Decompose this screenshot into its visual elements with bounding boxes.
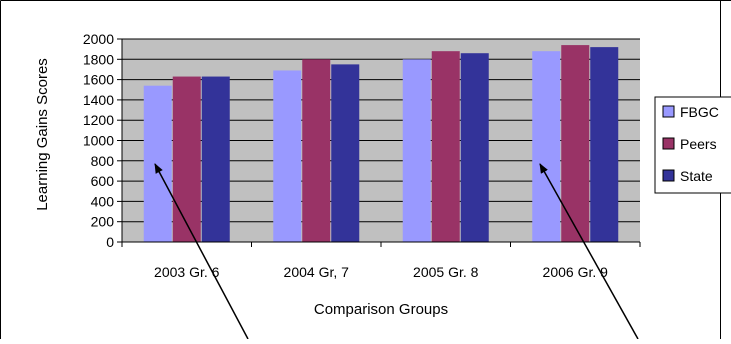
y-axis-title: Learning Gains Scores [34,58,51,211]
y-tick-label: 800 [91,153,115,169]
y-tick-label: 600 [91,173,115,189]
bar-state [331,64,360,242]
annotation-arrow [539,163,639,340]
bar-peers [172,76,201,243]
x-tick-label: 2006 Gr. 9 [543,264,609,280]
legend-swatch-fbgc [662,105,675,118]
x-tick-label: 2005 Gr. 8 [413,264,479,280]
legend-label-fbgc: FBGC [680,104,719,120]
legend-label-peers: Peers [680,136,717,152]
bar-peers [431,51,460,243]
x-tick-label: 2004 Gr, 7 [284,264,350,280]
y-tick-label: 1400 [83,92,114,108]
annotation-arrow [154,163,249,340]
x-axis-title: Comparison Groups [314,301,448,318]
y-tick-label: 1800 [83,51,114,67]
legend-label-state: State [680,168,713,184]
x-tick-labels: 2003 Gr. 6 2004 Gr, 7 2005 Gr. 8 2006 Gr. 9 [154,264,608,280]
bar-state [590,47,619,243]
bars [143,45,619,243]
y-tick-label: 1200 [83,112,114,128]
y-tick-label: 200 [91,214,115,230]
bar-peers [302,59,331,242]
y-tick-label: 1000 [83,133,114,149]
bar-state [460,53,489,243]
bar-fbgc [273,70,302,242]
legend-swatch-peers [662,137,675,150]
bar-fbgc [143,85,172,242]
y-tick-label: 400 [91,193,115,209]
annotations [154,163,639,340]
y-tick-labels: 0 200 400 600 800 1000 1200 1400 1600 1800 2000 [83,31,122,250]
bar-fbgc [402,59,431,242]
y-tick-label: 1600 [83,72,114,88]
bar-peers [561,45,590,243]
x-tick-label: 2003 Gr. 6 [154,264,220,280]
y-tick-label: 2000 [83,31,114,47]
bar-state [201,76,230,243]
bar-fbgc [532,51,561,243]
legend-swatch-state [662,169,675,182]
y-tick-label: 0 [106,234,114,250]
legend: FBGC Peers State [654,96,731,194]
